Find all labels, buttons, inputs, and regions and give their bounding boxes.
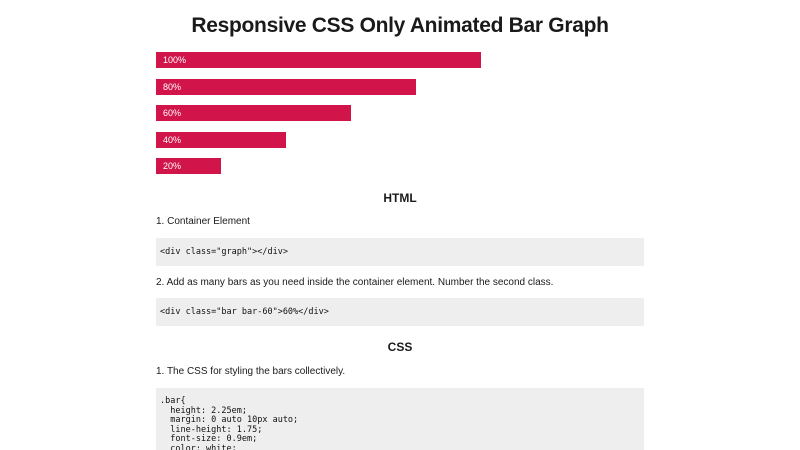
- bar-graph: 100% 80% 60% 40% 20%: [156, 52, 644, 174]
- bar-80: 80%: [156, 79, 416, 95]
- bar-40: 40%: [156, 132, 286, 148]
- css-code-block-1: .bar{ height: 2.25em; margin: 0 auto 10p…: [156, 388, 644, 450]
- page-title: Responsive CSS Only Animated Bar Graph: [191, 14, 609, 37]
- html-code-block-1: <div class="graph"></div>: [156, 238, 644, 266]
- bar-20: 20%: [156, 158, 221, 174]
- bar-60: 60%: [156, 105, 351, 121]
- bar-100: 100%: [156, 52, 481, 68]
- css-section-heading: CSS: [387, 340, 413, 354]
- css-step-1: 1. The CSS for styling the bars collecti…: [156, 366, 346, 377]
- html-step-2: 2. Add as many bars as you need inside t…: [156, 277, 554, 288]
- html-section-heading: HTML: [383, 191, 417, 205]
- html-code-block-2: <div class="bar bar-60">60%</div>: [156, 298, 644, 326]
- html-step-1: 1. Container Element: [156, 216, 250, 227]
